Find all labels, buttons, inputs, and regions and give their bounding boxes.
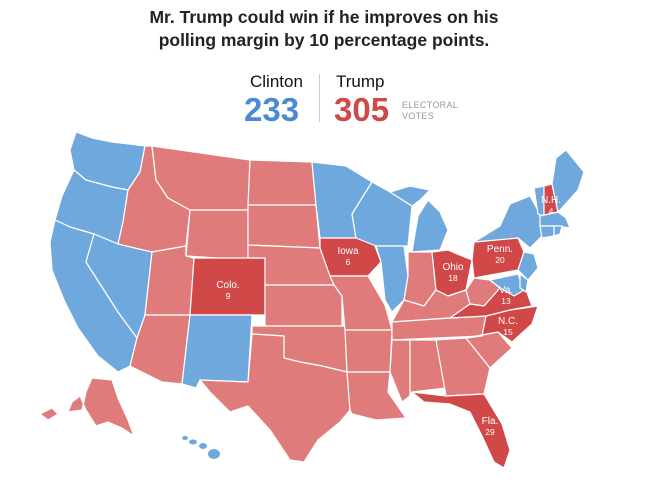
- state-alaska: [67, 377, 135, 437]
- state-maryland: [489, 273, 525, 297]
- label-pennsylvania-ev: 20: [495, 255, 505, 265]
- trump-electoral-votes: 305: [334, 91, 390, 128]
- headline-line-2: polling margin by 10 percentage points.: [158, 30, 490, 50]
- label-pennsylvania-name: Penn.: [487, 244, 513, 255]
- label-ohio-ev: 18: [448, 273, 458, 283]
- state-south-dakota: [247, 204, 321, 249]
- label-colorado: Colo. 9: [216, 280, 239, 301]
- label-iowa: Iowa 6: [337, 246, 359, 267]
- label-new-hampshire: N.H. 4: [541, 195, 561, 216]
- state-illinois: [375, 245, 409, 313]
- label-pennsylvania: Penn. 20: [487, 244, 513, 265]
- label-florida: Fla. 29: [482, 416, 499, 437]
- state-michigan-lower: [411, 199, 449, 253]
- state-texas: [199, 333, 351, 463]
- state-connecticut: [539, 225, 555, 239]
- state-mississippi: [389, 339, 411, 403]
- label-florida-ev: 29: [485, 427, 495, 437]
- state-alaska-islands: [39, 407, 59, 421]
- state-georgia: [435, 337, 491, 397]
- state-kansas: [264, 284, 343, 327]
- state-michigan-upper: [389, 185, 431, 207]
- state-wyoming: [185, 209, 249, 261]
- state-maine: [551, 149, 585, 213]
- clinton-name: Clinton: [250, 72, 303, 91]
- label-iowa-ev: 6: [346, 257, 351, 267]
- label-florida-name: Fla.: [482, 416, 499, 427]
- state-delaware: [519, 273, 529, 293]
- state-wisconsin: [351, 181, 413, 247]
- label-colorado-ev: 9: [226, 291, 231, 301]
- label-virginia-ev: 13: [501, 296, 511, 306]
- label-north-carolina: N.C. 15: [498, 316, 518, 337]
- map-headline: Mr. Trump could win if he improves on hi…: [0, 6, 648, 52]
- clinton-electoral-votes: 233: [244, 91, 300, 128]
- state-new-jersey: [517, 251, 539, 281]
- state-new-mexico: [181, 314, 253, 389]
- state-florida: [411, 391, 511, 469]
- label-virginia-name: Va.: [499, 285, 513, 296]
- state-north-dakota: [247, 159, 317, 206]
- state-alabama: [409, 339, 447, 397]
- label-ohio-name: Ohio: [442, 262, 464, 273]
- state-utah: [144, 245, 195, 316]
- tally-divider: [319, 74, 320, 122]
- label-colorado-name: Colo.: [216, 280, 239, 291]
- headline-line-1: Mr. Trump could win if he improves on hi…: [149, 7, 499, 27]
- state-rhode-island: [553, 225, 563, 237]
- state-arkansas: [344, 329, 393, 373]
- label-new-hampshire-name: N.H.: [541, 195, 561, 206]
- electoral-votes-label: ELECTORAL VOTES: [402, 100, 459, 121]
- label-iowa-name: Iowa: [337, 246, 359, 257]
- label-ohio: Ohio 18: [442, 262, 464, 283]
- state-hawaii: [182, 436, 220, 459]
- label-new-hampshire-ev: 4: [549, 206, 554, 216]
- label-virginia: Va. 13: [499, 285, 513, 306]
- state-louisiana: [346, 371, 407, 421]
- trump-name: Trump: [336, 72, 385, 91]
- label-north-carolina-ev: 15: [503, 327, 513, 337]
- electoral-tally: Clinton 233 Trump 305 ELECTORAL VOTES: [0, 70, 648, 130]
- label-north-carolina-name: N.C.: [498, 316, 518, 327]
